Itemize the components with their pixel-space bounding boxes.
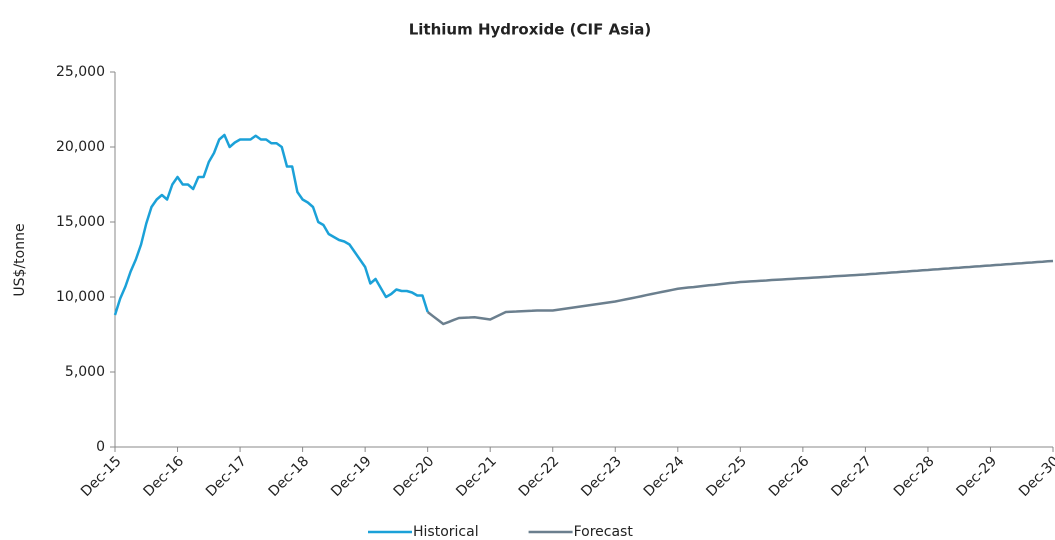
x-tick-label: Dec-29	[953, 453, 1000, 500]
x-tick-label: Dec-27	[828, 453, 875, 500]
x-tick-label: Dec-23	[578, 453, 625, 500]
series-line	[426, 259, 1054, 326]
series-line	[113, 133, 429, 316]
y-axis-label: US$/tonne	[12, 223, 28, 296]
legend-label: Forecast	[574, 524, 634, 540]
y-tick-label: 20,000	[56, 139, 105, 155]
x-tick-label: Dec-25	[703, 453, 750, 500]
x-tick-label: Dec-28	[891, 453, 938, 500]
y-tick-label: 25,000	[56, 64, 105, 80]
x-tick-label: Dec-19	[328, 453, 375, 500]
x-tick-label: Dec-15	[78, 453, 125, 500]
x-tick-label: Dec-26	[766, 453, 813, 500]
x-tick-label: Dec-18	[266, 453, 313, 500]
x-tick-label: Dec-20	[391, 453, 438, 500]
y-tick-label: 0	[96, 439, 105, 455]
x-tick-label: Dec-21	[453, 453, 500, 500]
x-tick-label: Dec-22	[516, 453, 563, 500]
x-tick-label: Dec-16	[141, 453, 188, 500]
x-tick-label: Dec-30	[1016, 453, 1055, 500]
y-tick-label: 15,000	[56, 214, 105, 230]
legend-label: Historical	[413, 524, 479, 540]
y-tick-label: 10,000	[56, 289, 105, 305]
y-tick-label: 5,000	[65, 364, 105, 380]
chart-title: Lithium Hydroxide (CIF Asia)	[409, 21, 652, 39]
x-tick-label: Dec-24	[641, 453, 688, 500]
x-tick-label: Dec-17	[203, 453, 250, 500]
